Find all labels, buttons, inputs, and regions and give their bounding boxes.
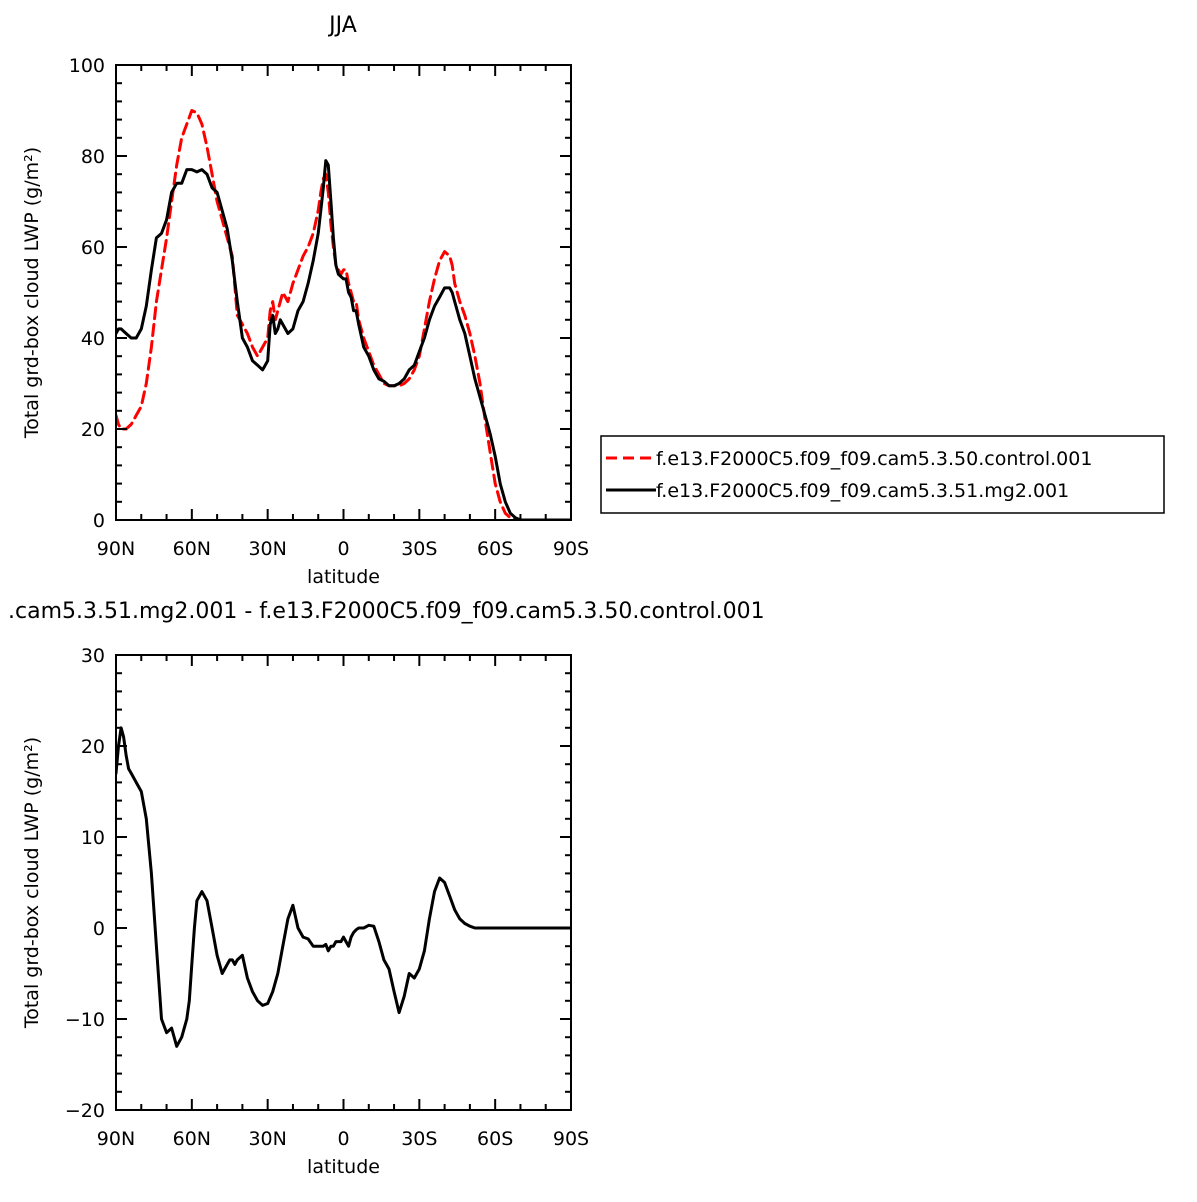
chart-panel-1: JJA 90N 60N 30N 0 30S 60S 90S 0 20 40 60 80 100 latitu… — [21, 13, 1165, 588]
series-group — [116, 726, 571, 1048]
chart-title: .cam5.3.51.mg2.001 - f.e13.F2000C5.f09_f… — [8, 599, 765, 624]
y-tick-label: 0 — [93, 918, 105, 940]
x-tick-label: 90N — [97, 1128, 135, 1150]
y-tick-label: 10 — [81, 827, 105, 849]
x-tick-label: 60N — [173, 1128, 211, 1150]
series-line-1 — [116, 726, 571, 1048]
x-tick-label: 30S — [401, 1128, 437, 1150]
x-tick-label: 90S — [553, 538, 589, 560]
x-axis-label: latitude — [307, 1156, 380, 1178]
y-tick-label: 40 — [81, 328, 105, 350]
plot-frame — [115, 654, 572, 1111]
series-group — [116, 109, 571, 520]
legend-label-1: f.e13.F2000C5.f09_f09.cam5.3.50.control.… — [656, 448, 1092, 470]
y-tick-label: 60 — [81, 237, 105, 259]
x-tick-label: 0 — [337, 1128, 349, 1150]
x-tick-label: 0 — [337, 538, 349, 560]
y-tick-label: 30 — [81, 645, 105, 667]
legend-box — [600, 435, 1165, 514]
series-line-1 — [116, 109, 571, 520]
y-tick-label: 80 — [81, 146, 105, 168]
x-tick-label: 60N — [173, 538, 211, 560]
y-tick-label: −20 — [65, 1100, 105, 1122]
x-tick-label: 60S — [477, 1128, 513, 1150]
chart-panel-2: .cam5.3.51.mg2.001 - f.e13.F2000C5.f09_f… — [8, 599, 765, 1178]
y-tick-label: 0 — [93, 510, 105, 532]
y-tick-label: 20 — [81, 419, 105, 441]
y-tick-label: 100 — [69, 55, 105, 77]
y-axis-label: Total grd-box cloud LWP (g/m²) — [21, 147, 43, 439]
legend-label-2: f.e13.F2000C5.f09_f09.cam5.3.51.mg2.001 — [656, 480, 1069, 502]
series-line-2 — [116, 159, 571, 520]
x-tick-label: 60S — [477, 538, 513, 560]
x-tick-label: 30N — [248, 538, 286, 560]
x-tick-label: 30N — [248, 1128, 286, 1150]
x-axis-label: latitude — [307, 566, 380, 588]
x-tick-label: 90N — [97, 538, 135, 560]
x-tick-label: 90S — [553, 1128, 589, 1150]
y-tick-label: 20 — [81, 736, 105, 758]
x-tick-label: 30S — [401, 538, 437, 560]
y-axis-label: Total grd-box cloud LWP (g/m²) — [21, 737, 43, 1029]
legend: f.e13.F2000C5.f09_f09.cam5.3.50.control.… — [600, 435, 1165, 514]
chart-title: JJA — [327, 13, 357, 38]
y-tick-label: −10 — [65, 1009, 105, 1031]
